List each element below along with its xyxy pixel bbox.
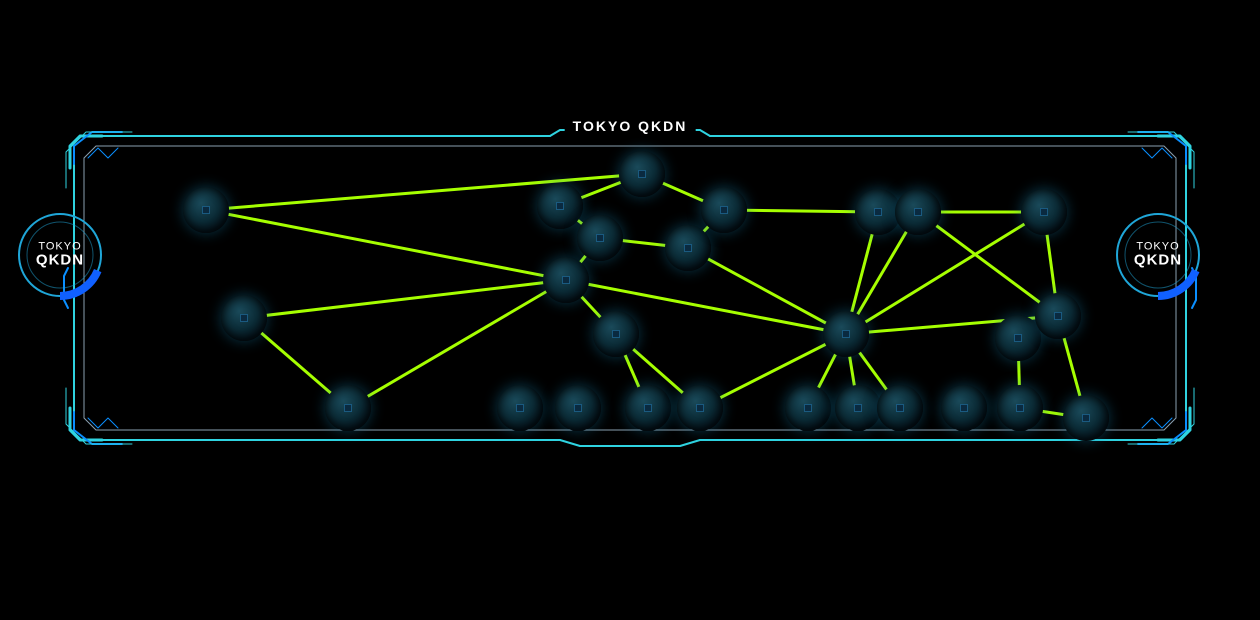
network-node — [537, 183, 583, 229]
network-node — [677, 385, 723, 431]
network-node — [577, 215, 623, 261]
network-node — [823, 311, 869, 357]
network-node — [1063, 395, 1109, 441]
network-node — [997, 385, 1043, 431]
network-node — [555, 385, 601, 431]
network-node — [221, 295, 267, 341]
network-node — [543, 257, 589, 303]
network-node — [497, 385, 543, 431]
stage: TOKYO QKDN TOKYO QKDN TOKYO QKDN — [0, 0, 1260, 620]
network-node — [665, 225, 711, 271]
network-node — [785, 385, 831, 431]
network-node — [941, 385, 987, 431]
network-node — [619, 151, 665, 197]
network-node — [593, 311, 639, 357]
badge-left: TOKYO QKDN — [15, 210, 105, 300]
network-node — [1035, 293, 1081, 339]
badge-right-line2: QKDN — [1134, 253, 1182, 270]
network-node — [877, 385, 923, 431]
network-node — [895, 189, 941, 235]
network-node — [995, 315, 1041, 361]
network-node — [325, 385, 371, 431]
network-node — [625, 385, 671, 431]
network-node — [701, 187, 747, 233]
badge-right: TOKYO QKDN — [1113, 210, 1203, 300]
network-node — [183, 187, 229, 233]
badge-left-line2: QKDN — [36, 253, 84, 270]
network-node — [1021, 189, 1067, 235]
network-node — [835, 385, 881, 431]
